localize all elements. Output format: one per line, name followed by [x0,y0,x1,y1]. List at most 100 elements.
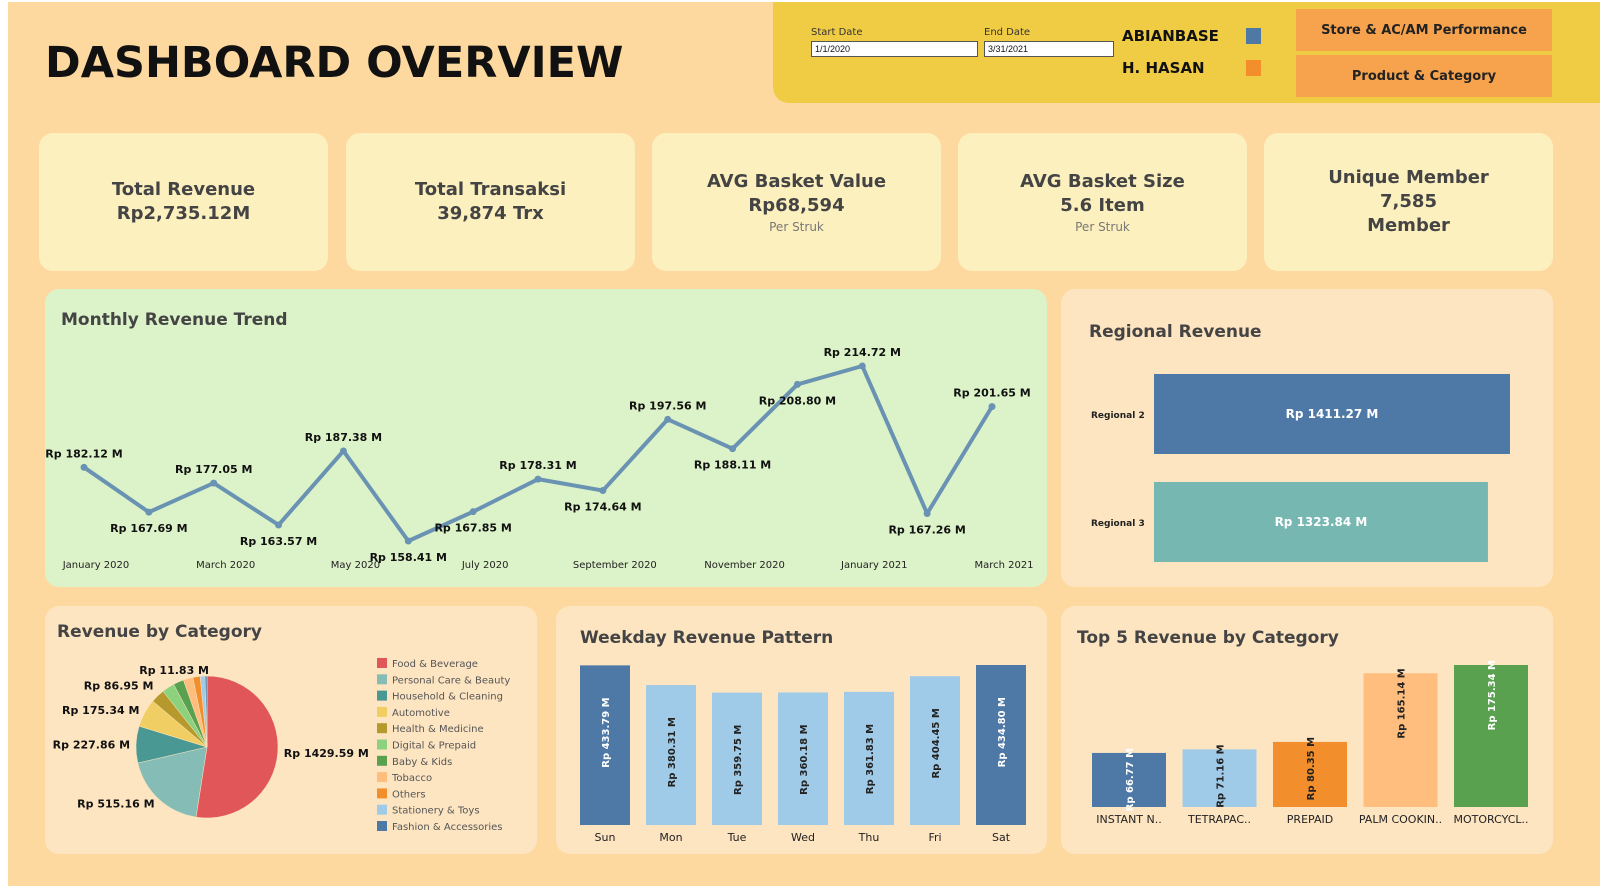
bar-value-label: Rp 433.79 M [601,697,612,767]
bar[interactable] [910,676,960,825]
bar[interactable] [1092,752,1166,807]
bar-value-label: Rp 404.45 M [931,708,942,778]
legend-label[interactable]: Fashion & Accessories [392,822,503,833]
bar[interactable] [976,665,1026,825]
bar-value-label: Rp 71.16 M [1216,744,1227,807]
data-point[interactable] [923,509,931,517]
x-tick-label: September 2020 [573,560,657,571]
legend-swatch [377,739,387,750]
kpi-label: Total Revenue [111,179,256,200]
end-date-input[interactable]: 3/31/2021 [984,41,1114,57]
store-legend-abianbase[interactable]: ABIANBASE [1122,27,1219,45]
kpi-avg-basket-value: AVG Basket Value Rp68,594 Per Struk [652,133,941,271]
bar[interactable] [1182,749,1257,807]
kpi-label: Total Transaksi [414,179,567,200]
data-point[interactable] [145,508,153,516]
legend-swatch [377,690,387,701]
data-label: Rp 167.26 M [888,523,965,536]
bar[interactable] [844,691,894,825]
bar[interactable] [1454,665,1528,807]
category-label: Regional 2 [1091,411,1145,421]
data-point[interactable] [599,487,607,495]
slice-label: Rp 1429.59 M [284,747,369,760]
page-title: DASHBOARD OVERVIEW [45,38,624,88]
category-label: Fri [928,831,941,844]
data-point[interactable] [404,537,412,545]
legend-swatch [377,804,387,815]
region-bar[interactable] [1154,374,1510,454]
data-label: Rp 163.57 M [240,535,317,548]
data-point[interactable] [339,447,347,455]
bar-value-label: Rp 359.75 M [733,725,744,795]
pie-slice[interactable] [137,746,208,818]
region-bar[interactable] [1154,482,1488,562]
bar[interactable] [1273,741,1347,807]
regional-revenue-chart: Rp 1411.27 M Regional 2 Rp 1323.84 M Region… [1091,374,1510,562]
kpi-value: 39,874 Trx [437,203,544,224]
filter-band: Start Date 1/1/2020 End Date 3/31/2021 A… [773,2,1600,103]
bar-value-label: Rp 1323.84 M [1275,515,1368,529]
category-label: TETRAPAC.. [1187,813,1251,826]
store-color-swatch [1246,60,1261,76]
category-label: Tue [727,831,747,844]
legend-label[interactable]: Tobacco [391,773,432,784]
slice-label: Rp 11.83 M [139,664,209,677]
start-date-input[interactable]: 1/1/2020 [811,41,978,57]
bar[interactable] [712,692,762,825]
bar[interactable] [580,665,630,825]
kpi-label: AVG Basket Size [1020,171,1185,192]
data-point[interactable] [469,508,477,516]
legend-label[interactable]: Food & Beverage [392,659,478,670]
product-category-button[interactable]: Product & Category [1296,55,1552,97]
kpi-total-revenue: Total Revenue Rp2,735.12M [39,133,328,271]
legend-label[interactable]: Health & Medicine [392,724,484,735]
bar[interactable] [1363,673,1438,807]
weekday-bar-chart: Rp 433.79 M Sun Rp 380.31 M Mon Rp 359.75 M T… [580,665,1026,844]
legend-swatch [377,788,387,799]
data-point[interactable] [793,380,801,388]
legend-label[interactable]: Automotive [392,708,450,719]
bar-value-label: Rp 361.83 M [865,724,876,794]
category-label: MOTORCYCL.. [1453,813,1528,826]
data-label: Rp 187.38 M [305,431,382,444]
data-label: Rp 178.31 M [499,459,576,472]
data-label: Rp 201.65 M [953,387,1030,400]
kpi-avg-basket-size: AVG Basket Size 5.6 Item Per Struk [958,133,1247,271]
bar[interactable] [646,685,696,825]
legend-swatch [377,723,387,734]
bar-value-label: Rp 360.18 M [799,724,810,794]
data-point[interactable] [988,403,996,411]
kpi-sub: Member [1367,215,1450,236]
legend-label[interactable]: Household & Cleaning [392,692,503,703]
data-point[interactable] [664,415,672,423]
pie-slice[interactable] [204,675,208,748]
bar-value-label: Rp 66.77 M [1125,748,1136,811]
data-label: Rp 167.69 M [110,522,187,535]
data-point[interactable] [729,445,737,453]
legend-label[interactable]: Stationery & Toys [392,806,480,817]
data-point[interactable] [80,463,88,471]
data-point[interactable] [534,475,542,483]
store-legend-hhasan[interactable]: H. HASAN [1122,59,1205,77]
x-tick-label: March 2021 [974,560,1033,571]
data-point[interactable] [858,362,866,370]
slice-label: Rp 227.86 M [53,738,130,751]
end-date-label: End Date [984,27,1031,38]
legend-label[interactable]: Baby & Kids [392,757,452,768]
x-tick-label: July 2020 [461,560,509,571]
legend-label[interactable]: Personal Care & Beauty [392,675,510,686]
legend-swatch [377,674,387,685]
bar-value-label: Rp 1411.27 M [1286,407,1379,421]
kpi-value: Rp68,594 [748,195,845,216]
dashboard-canvas: DASHBOARD OVERVIEW Start Date 1/1/2020 E… [8,2,1600,886]
legend-label[interactable]: Digital & Prepaid [392,741,476,752]
kpi-sub: Per Struk [769,220,824,234]
revenue-series-line [82,364,994,543]
store-performance-button[interactable]: Store & AC/AM Performance [1296,9,1552,51]
pie-slice[interactable] [195,675,279,819]
bar[interactable] [778,692,828,825]
kpi-value: 5.6 Item [1060,195,1145,216]
legend-label[interactable]: Others [392,789,426,800]
data-point[interactable] [275,521,283,529]
data-point[interactable] [210,479,218,487]
